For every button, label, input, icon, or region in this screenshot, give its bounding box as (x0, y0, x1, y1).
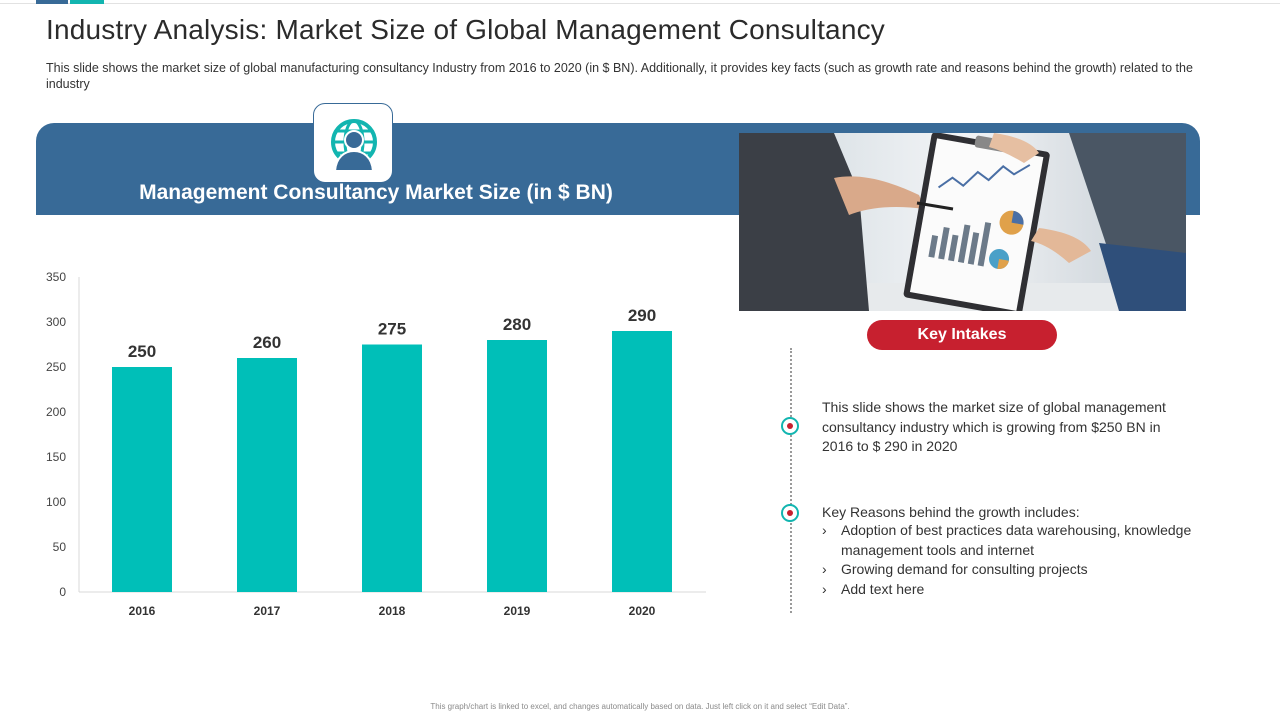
list-item: › Add text here (822, 580, 1231, 600)
footer-note: This graph/chart is linked to excel, and… (430, 702, 850, 711)
list-item-text: Adoption of best practices data warehous… (841, 522, 1192, 558)
timeline-marker-1 (781, 417, 799, 435)
market-size-bar-chart: 0 50 100 150 200 250 300 350 250 2016 260 2017 275 20… (46, 270, 706, 618)
x-tick-label: 2020 (629, 604, 656, 618)
list-item: › Adoption of best practices data wareho… (822, 521, 1231, 560)
bar-value-label: 290 (628, 306, 656, 325)
growth-reasons-list: › Adoption of best practices data wareho… (822, 521, 1231, 599)
x-tick-label: 2016 (129, 604, 156, 618)
key-intake-point-1-line: This slide shows the market size of glob… (822, 399, 1166, 415)
bar-value-label: 250 (128, 342, 156, 361)
bar-value-label: 260 (253, 333, 281, 352)
bar (237, 358, 297, 592)
y-tick-label: 200 (46, 405, 66, 419)
key-intakes-label: Key Intakes (867, 320, 1057, 350)
chevron-right-icon: › (822, 522, 827, 538)
top-rule (0, 3, 1280, 4)
banner-icon-box (313, 103, 393, 183)
y-tick-label: 0 (59, 585, 66, 599)
chevron-right-icon: › (822, 561, 827, 577)
timeline-line (790, 348, 792, 613)
bar (487, 340, 547, 592)
x-tick-label: 2017 (254, 604, 281, 618)
globe-person-icon (331, 119, 377, 172)
page-title: Industry Analysis: Market Size of Global… (46, 14, 885, 45)
chevron-right-icon: › (822, 580, 827, 597)
list-item: › Growing demand for consulting projects (822, 560, 1231, 580)
bar (112, 367, 172, 592)
list-item-text: Growing demand for consulting projects (841, 561, 1088, 577)
y-tick-label: 50 (53, 540, 67, 554)
key-intake-point-1-line: consultancy industry which is growing fr… (822, 418, 1161, 435)
y-tick-label: 350 (46, 270, 66, 284)
list-item-text: Add text here (841, 580, 925, 597)
y-tick-label: 250 (46, 360, 66, 374)
timeline-marker-2 (781, 504, 799, 522)
bar (362, 344, 422, 592)
bar-value-label: 275 (378, 320, 406, 339)
key-intake-point-1: This slide shows the market size of glob… (822, 398, 1166, 457)
bar (612, 331, 672, 592)
bar-value-label: 280 (503, 315, 531, 334)
key-intake-point-2-heading: Key Reasons behind the growth includes: (822, 504, 1080, 520)
business-meeting-photo (739, 133, 1186, 311)
y-tick-label: 100 (46, 495, 66, 509)
key-intake-point-1-line: 2016 to $ 290 in 2020 (822, 438, 958, 454)
y-tick-label: 150 (46, 450, 66, 464)
y-tick-label: 300 (46, 315, 66, 329)
page-subtitle: This slide shows the market size of glob… (46, 61, 1193, 91)
accent-bar-blue (36, 0, 68, 4)
x-tick-label: 2019 (504, 604, 531, 618)
accent-bar-teal (70, 0, 104, 4)
banner-title: Management Consultancy Market Size (in $… (139, 181, 613, 204)
x-tick-label: 2018 (379, 604, 406, 618)
